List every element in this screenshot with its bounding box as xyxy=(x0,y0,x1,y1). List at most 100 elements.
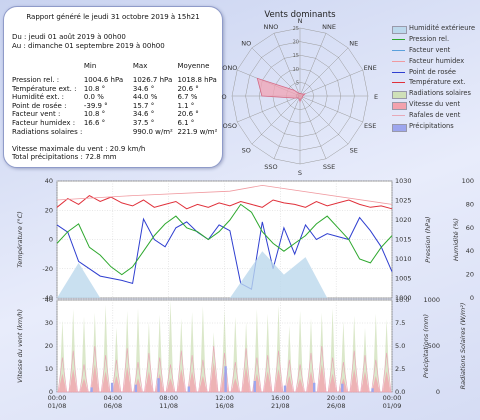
series-line xyxy=(56,195,393,210)
table-row: Humidité ext. :0.0 % 44.0 % 6.7 % xyxy=(12,93,198,102)
rose-spoke xyxy=(299,95,363,123)
series-area xyxy=(57,300,392,392)
series-precip-bar xyxy=(341,383,344,392)
legend-swatch xyxy=(392,124,407,133)
y-tick-label-humidity: 100 xyxy=(462,177,474,185)
series-precip-bar xyxy=(312,382,316,392)
rose-direction-label: NNO xyxy=(263,23,278,31)
rose-spoke xyxy=(251,47,301,97)
y-tick-label-temperature: 20 xyxy=(45,206,53,214)
legend-swatch xyxy=(392,71,405,73)
y-tick-label-humidity: 40 xyxy=(466,247,474,255)
y-tick-label-wind: 40 xyxy=(45,296,53,304)
y-tick-label-pressure: 1025 xyxy=(395,197,412,205)
y-tick-label-wind: 20 xyxy=(45,342,53,350)
legend-label: Point de rosée xyxy=(409,67,456,76)
legend-swatch xyxy=(392,49,405,51)
y-tick-label-wind: 10 xyxy=(45,365,53,373)
y-tick-label-humidity: 20 xyxy=(466,271,474,279)
rose-ring-label: 10 xyxy=(293,67,299,73)
legend-label: Précipitations xyxy=(409,122,454,131)
table-row: Pression rel. :1004.6 hPa 1026.7 hPa 1018.… xyxy=(12,76,217,84)
series-precip-bar xyxy=(224,366,227,392)
x-tick-label-date: 06/08 xyxy=(103,402,122,410)
stats-table: Min Max Moyenne Pression rel. :1004.6 hP… xyxy=(12,62,222,136)
y-axis-label-temperature: Température (°C) xyxy=(16,211,24,268)
y-tick-label-pressure: 1010 xyxy=(395,255,412,263)
y-tick-label-temperature: 0 xyxy=(49,236,53,244)
y-tick-label-precip: 2.5 xyxy=(395,365,405,373)
series-line xyxy=(56,203,393,276)
rose-spoke xyxy=(237,95,301,123)
rose-ring-label: 15 xyxy=(293,53,299,59)
rose-title: Vents dominants xyxy=(264,10,336,20)
y-tick-label-precip: 0.0 xyxy=(395,388,405,396)
x-tick-label-time: 08:00 xyxy=(159,394,178,402)
legend-swatch xyxy=(392,115,405,117)
x-tick-label-time: 04:00 xyxy=(103,394,122,402)
x-tick-label-date: 21/08 xyxy=(271,402,290,410)
rose-direction-label: ESE xyxy=(364,122,376,130)
report-period-to: Au : dimanche 01 septembre 2019 à 00h00 xyxy=(12,42,165,50)
rose-ring-label: 20 xyxy=(293,40,299,46)
legend-swatch xyxy=(392,38,405,40)
x-tick-label-time: 16:00 xyxy=(271,394,290,402)
y-tick-label-pressure: 1015 xyxy=(395,236,412,244)
wind-rose-chart: Vents dominants N NNE NE ENE E ESE SE SSE S SSO SO… xyxy=(221,10,378,177)
precip-total-text: Total précipitations : 72.8 mm xyxy=(12,153,117,161)
y-tick-label-solar: 500 xyxy=(428,342,440,350)
series-precip-bar xyxy=(157,378,160,392)
col-avg: Moyenne xyxy=(177,62,210,70)
rose-spoke xyxy=(299,33,327,97)
y-axis-label-humidity: Humidité (%) xyxy=(452,218,460,261)
col-max: Max xyxy=(132,62,148,70)
y-axis-label-wind: Vitesse du vent (km/h) xyxy=(16,309,24,383)
x-tick-label-date: 16/08 xyxy=(215,402,234,410)
y-tick-label-temperature: -40 xyxy=(42,294,53,302)
x-tick-label-time: 12:00 xyxy=(215,394,234,402)
rose-direction-label: S xyxy=(298,169,302,177)
legend-label: Humidité extérieure xyxy=(409,24,476,32)
legend-swatch xyxy=(392,60,405,62)
legend-label: Température ext. xyxy=(409,78,466,87)
y-tick-label-humidity: 80 xyxy=(466,200,474,208)
rose-direction-label: E xyxy=(374,93,378,101)
y-axis-label-precip: Précipitations (mm) xyxy=(422,314,430,378)
x-tick-label-time: 00:00 xyxy=(48,394,67,402)
report-header: Rapport généré le jeudi 31 octobre 2019 … xyxy=(26,13,200,21)
rose-direction-label: SE xyxy=(350,147,358,155)
rose-direction-label: SSO xyxy=(264,163,277,171)
legend-swatch xyxy=(392,26,407,34)
series-line xyxy=(56,216,393,290)
legend-label: Pression rel. xyxy=(409,34,450,43)
table-row: Facteur humidex :16.6 ° 37.5 ° 6.1 ° xyxy=(12,118,195,127)
rose-direction-label: SO xyxy=(242,147,251,155)
table-row: Point de rosée : -39.9 ° 15.7 ° 1.1 ° xyxy=(12,101,195,110)
table-row: Facteur vent :10.8 ° 34.6 ° 20.6 ° xyxy=(12,110,199,119)
rose-spoke xyxy=(273,33,301,97)
y-axis-label-solar: Radiations Solaires (W/m²) xyxy=(459,303,467,390)
x-tick-label-date: 01/09 xyxy=(383,402,402,410)
y-tick-label-solar: 1000 xyxy=(423,296,440,304)
rose-direction-label: SSE xyxy=(323,163,335,171)
y-axis-label-pressure: Pression (hPa) xyxy=(424,216,432,262)
series-line xyxy=(56,184,393,205)
series-precip-bar xyxy=(90,387,93,392)
y-tick-label-precip: 5.0 xyxy=(395,342,405,350)
legend-swatch xyxy=(392,102,407,111)
rose-ring-label: 5 xyxy=(296,80,299,86)
rose-direction-label: NO xyxy=(241,39,251,47)
y-tick-label-temperature: 40 xyxy=(45,177,53,185)
legend-label: Vitesse du vent xyxy=(409,100,461,109)
x-tick-label-time: 00:00 xyxy=(383,394,402,402)
series-precip-bar xyxy=(253,380,256,392)
x-tick-label-time: 20:00 xyxy=(327,394,346,402)
rose-direction-label: NNE xyxy=(322,23,336,31)
y-tick-label-wind: 0 xyxy=(49,388,53,396)
y-tick-label-precip: 7.5 xyxy=(395,319,405,327)
rose-spoke xyxy=(299,95,349,145)
x-tick-label-date: 26/08 xyxy=(327,402,346,410)
rose-direction-label: ENE xyxy=(364,64,377,72)
series-precip-bar xyxy=(371,388,374,392)
legend-label: Facteur humidex xyxy=(409,56,465,65)
